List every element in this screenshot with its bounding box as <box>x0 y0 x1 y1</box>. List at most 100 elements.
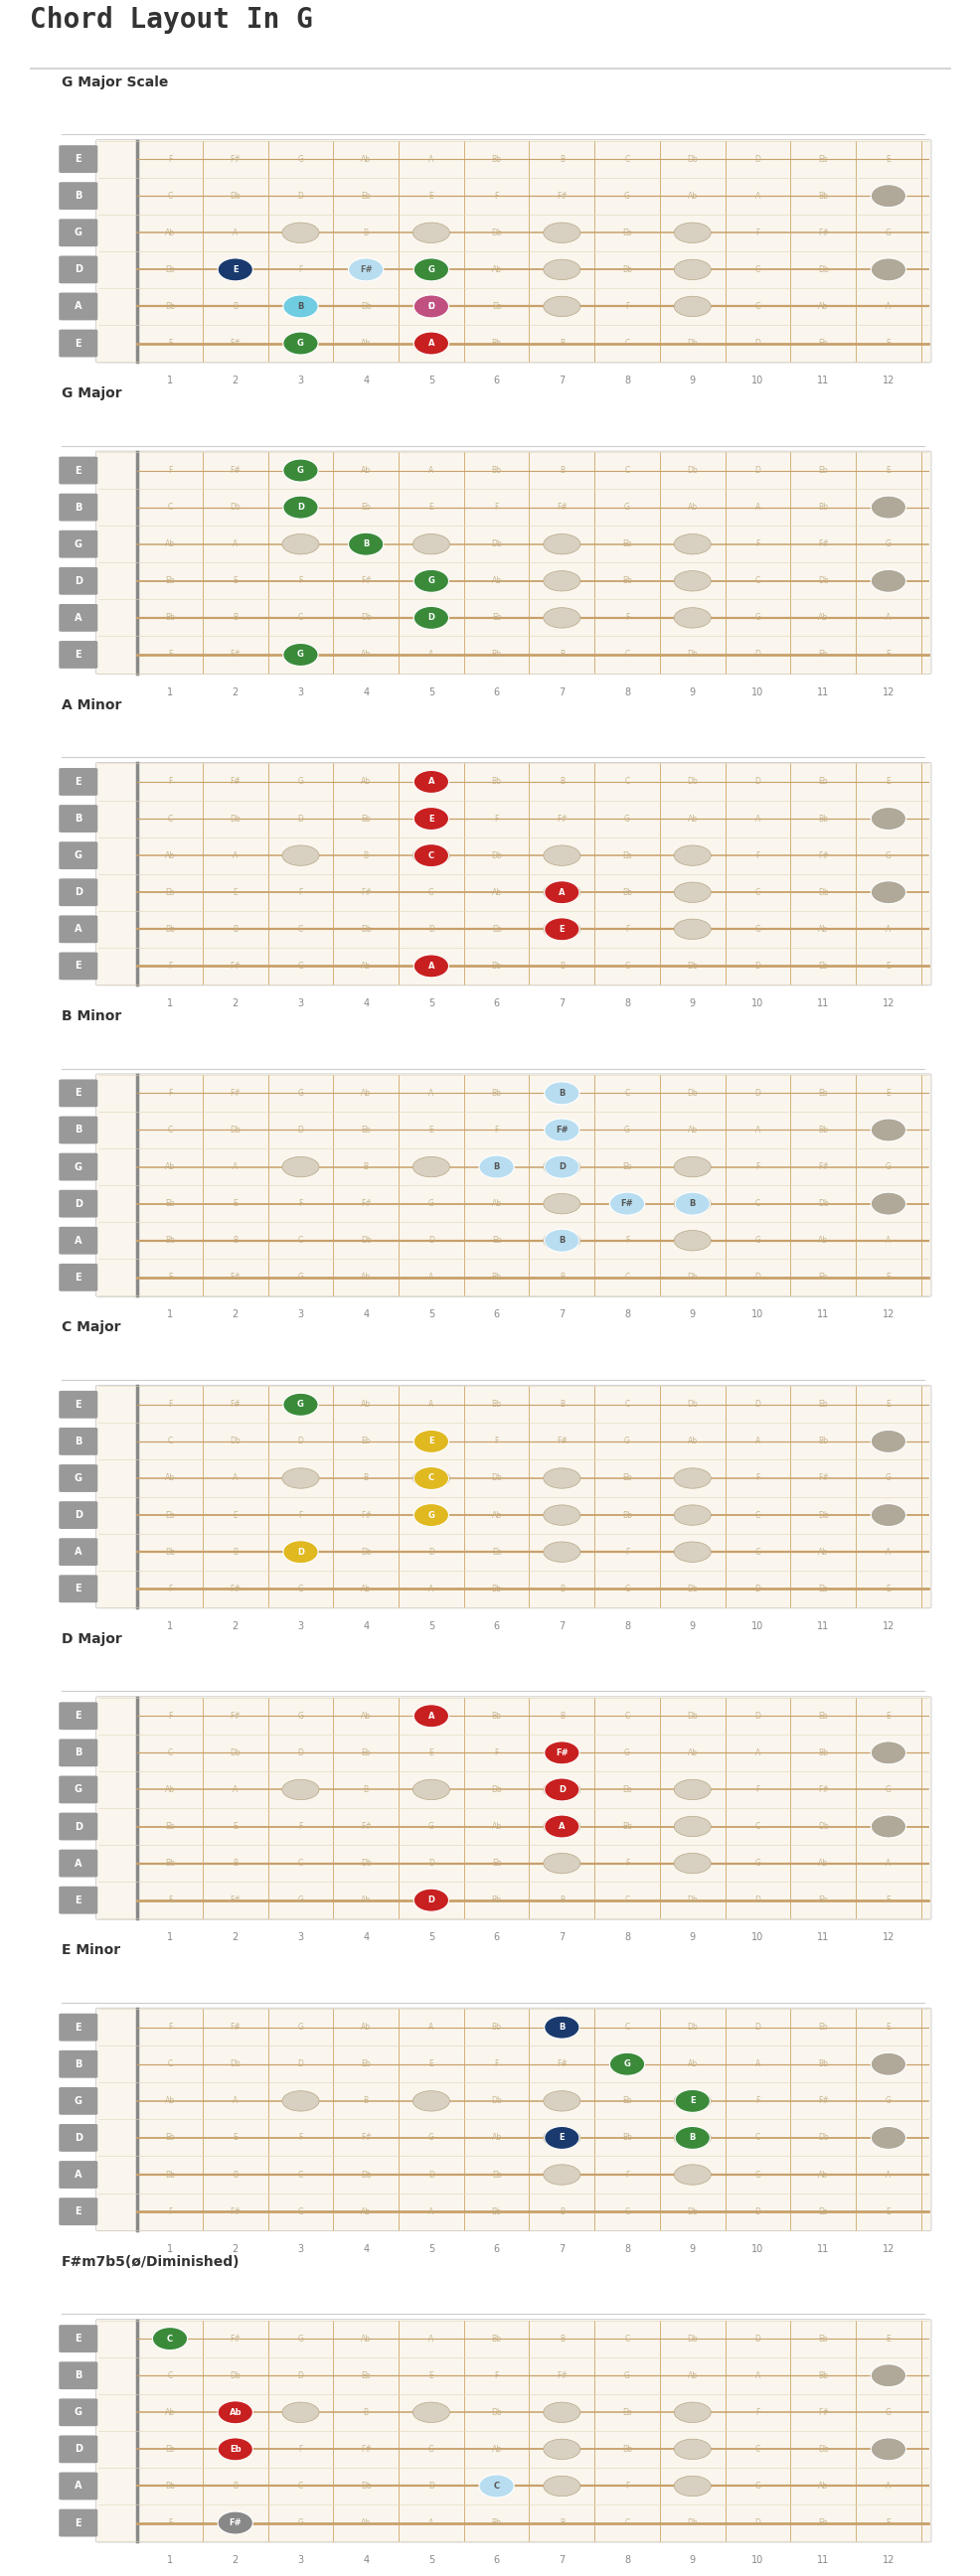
Text: F#: F# <box>556 502 566 513</box>
Text: Eb: Eb <box>621 2409 631 2416</box>
Text: E: E <box>232 577 237 585</box>
Text: 9: 9 <box>689 1620 695 1631</box>
Text: A: A <box>559 2445 563 2455</box>
Text: E: E <box>74 1896 81 1906</box>
Text: Db: Db <box>491 1785 502 1793</box>
Text: C: C <box>624 1090 629 1097</box>
Text: 6: 6 <box>493 2244 499 2254</box>
Text: B: B <box>74 191 82 201</box>
Ellipse shape <box>544 1229 579 1252</box>
Text: Eb: Eb <box>621 2097 631 2105</box>
Text: G: G <box>297 340 304 348</box>
Text: Eb: Eb <box>817 2022 827 2032</box>
Text: Db: Db <box>686 2208 697 2215</box>
Text: F#: F# <box>361 1200 370 1208</box>
FancyBboxPatch shape <box>59 255 98 283</box>
Text: 3: 3 <box>297 2244 304 2254</box>
Ellipse shape <box>414 569 448 592</box>
Text: B: B <box>559 340 563 348</box>
Text: D: D <box>297 1749 303 1757</box>
Text: F#: F# <box>361 577 370 585</box>
Text: F#: F# <box>556 191 566 201</box>
Text: E: E <box>885 155 890 162</box>
Text: F#m7b5(ø/Diminished): F#m7b5(ø/Diminished) <box>62 2254 240 2269</box>
Text: 11: 11 <box>816 1932 828 1942</box>
Ellipse shape <box>673 1157 710 1177</box>
Text: C: C <box>624 466 629 474</box>
Text: A: A <box>428 155 433 162</box>
Text: A: A <box>755 1126 760 1133</box>
Text: E: E <box>559 925 564 933</box>
Text: Eb: Eb <box>165 1200 174 1208</box>
Text: E: E <box>74 2022 81 2032</box>
Text: F#: F# <box>229 1896 240 1904</box>
Text: G: G <box>623 1437 629 1445</box>
Text: F#: F# <box>555 1126 567 1133</box>
Text: Bb: Bb <box>491 1273 501 1283</box>
Text: E: E <box>74 155 81 165</box>
Text: A: A <box>74 2481 82 2491</box>
Text: 6: 6 <box>493 999 499 1007</box>
Text: B: B <box>559 1273 563 1283</box>
Text: Db: Db <box>817 1510 828 1520</box>
Text: F: F <box>298 577 303 585</box>
Ellipse shape <box>543 1543 580 1561</box>
Text: B: B <box>689 1200 695 1208</box>
Text: 7: 7 <box>559 2244 564 2254</box>
Text: Eb: Eb <box>621 1473 631 1484</box>
Text: D: D <box>755 466 760 474</box>
Text: A: A <box>428 2334 433 2344</box>
Text: B: B <box>363 850 368 860</box>
Text: D: D <box>755 155 760 162</box>
Text: 12: 12 <box>881 999 894 1007</box>
FancyBboxPatch shape <box>59 1226 98 1255</box>
Ellipse shape <box>543 2164 580 2184</box>
Text: Bb: Bb <box>621 1821 631 1832</box>
Text: G: G <box>623 2061 630 2069</box>
Text: Ab: Ab <box>491 1821 501 1832</box>
Text: Db: Db <box>817 265 828 273</box>
Text: G: G <box>74 227 82 237</box>
FancyBboxPatch shape <box>96 2318 930 2543</box>
Text: C: C <box>624 2519 629 2527</box>
Text: F: F <box>755 538 760 549</box>
Text: G: G <box>427 1510 434 1520</box>
Text: 4: 4 <box>363 2555 368 2566</box>
Text: F: F <box>755 229 760 237</box>
FancyBboxPatch shape <box>59 804 98 832</box>
Ellipse shape <box>414 1466 448 1489</box>
Ellipse shape <box>543 1468 580 1489</box>
Ellipse shape <box>673 1231 710 1252</box>
Text: F: F <box>168 1896 172 1904</box>
Text: C: C <box>168 191 172 201</box>
Ellipse shape <box>282 533 318 554</box>
Ellipse shape <box>870 1430 906 1453</box>
Text: 2: 2 <box>232 2555 238 2566</box>
Ellipse shape <box>414 258 448 281</box>
Text: B: B <box>559 1896 563 1904</box>
Ellipse shape <box>414 296 448 317</box>
Ellipse shape <box>673 533 710 554</box>
Ellipse shape <box>673 1780 710 1801</box>
Text: B: B <box>559 2334 563 2344</box>
Ellipse shape <box>282 2092 318 2112</box>
Ellipse shape <box>673 1816 710 1837</box>
Text: 9: 9 <box>689 2555 695 2566</box>
Text: F#: F# <box>817 229 828 237</box>
Text: D: D <box>74 265 82 276</box>
Text: G: G <box>74 538 82 549</box>
Text: Db: Db <box>686 1401 697 1409</box>
Text: F#: F# <box>360 265 371 273</box>
Text: D: D <box>297 814 303 824</box>
Text: 6: 6 <box>493 376 499 386</box>
Text: 4: 4 <box>363 1932 368 1942</box>
Ellipse shape <box>543 2403 580 2421</box>
Text: Eb: Eb <box>361 1437 370 1445</box>
Text: 12: 12 <box>881 688 894 698</box>
Text: Eb: Eb <box>361 191 370 201</box>
Text: 7: 7 <box>559 688 564 698</box>
Text: 12: 12 <box>881 1932 894 1942</box>
Text: B Minor: B Minor <box>62 1010 122 1023</box>
Text: Db: Db <box>229 1749 240 1757</box>
Text: A: A <box>427 340 434 348</box>
